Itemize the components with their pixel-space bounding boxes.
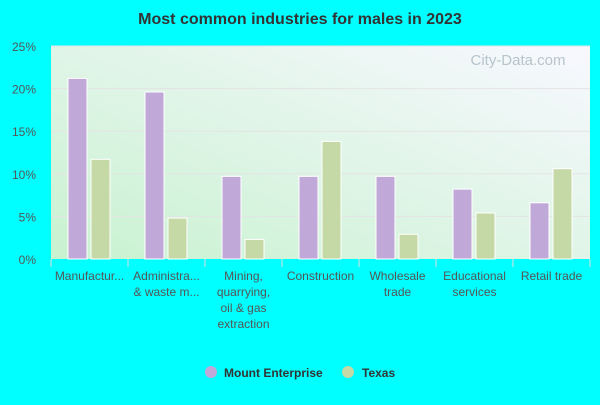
bar-texas[interactable] <box>244 238 265 260</box>
x-tick-label: Construction <box>287 269 354 283</box>
x-tick-label: Manufactur... <box>55 269 124 283</box>
bar-texas[interactable] <box>167 217 188 260</box>
x-tick-label: oil & gas <box>220 301 266 315</box>
bar-mount-enterprise[interactable] <box>67 77 88 260</box>
bar-mount-enterprise[interactable] <box>529 202 550 260</box>
bar-texas[interactable] <box>90 158 111 260</box>
y-tick-label: 25% <box>12 40 36 54</box>
x-tick-label: Administra... <box>133 269 200 283</box>
watermark: City-Data.com <box>470 52 565 69</box>
x-tick-label: Wholesale <box>369 269 425 283</box>
bar-mount-enterprise[interactable] <box>221 175 242 260</box>
x-tick-label: & waste m... <box>133 285 199 299</box>
y-tick-label: 10% <box>12 168 36 182</box>
x-tick-label: Retail trade <box>521 269 583 283</box>
x-tick-label: trade <box>384 285 412 299</box>
legend-label-texas: Texas <box>362 366 395 380</box>
bar-mount-enterprise[interactable] <box>375 175 396 260</box>
y-tick-label: 5% <box>19 210 37 224</box>
x-tick-label: Mining, <box>224 269 263 283</box>
y-tick-label: 0% <box>19 253 37 267</box>
y-tick-label: 15% <box>12 125 36 139</box>
x-tick-label: quarrying, <box>217 285 270 299</box>
legend-swatch-mount-enterprise <box>205 366 217 378</box>
bar-mount-enterprise[interactable] <box>298 175 319 260</box>
bar-texas[interactable] <box>552 168 573 260</box>
plot-area <box>51 46 590 259</box>
legend-label-mount-enterprise: Mount Enterprise <box>224 366 323 380</box>
bar-texas[interactable] <box>475 212 496 260</box>
x-tick-label: Educational <box>443 269 506 283</box>
bar-texas[interactable] <box>321 140 342 260</box>
y-tick-label: 20% <box>12 83 36 97</box>
bar-texas[interactable] <box>398 233 419 260</box>
legend-swatch-texas <box>342 366 354 378</box>
x-tick-label: services <box>452 285 496 299</box>
bar-mount-enterprise[interactable] <box>144 91 165 260</box>
bar-mount-enterprise[interactable] <box>452 188 473 260</box>
chart-title: Most common industries for males in 2023 <box>138 11 462 28</box>
x-tick-label: extraction <box>217 317 269 331</box>
legend: Mount Enterprise Texas <box>205 366 395 380</box>
